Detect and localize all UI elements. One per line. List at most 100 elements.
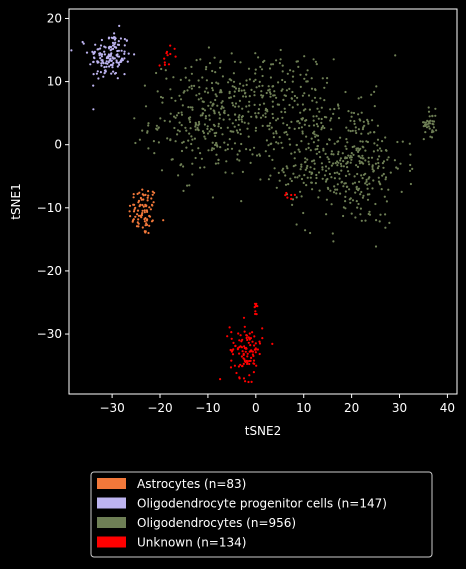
data-point bbox=[92, 108, 95, 111]
series-1-points bbox=[70, 24, 136, 111]
data-point bbox=[273, 90, 276, 93]
data-point bbox=[262, 60, 265, 64]
data-point bbox=[100, 38, 103, 42]
data-point bbox=[268, 154, 271, 158]
data-point bbox=[164, 69, 167, 72]
data-point bbox=[339, 192, 342, 195]
data-point bbox=[349, 119, 352, 122]
data-point bbox=[365, 180, 368, 183]
data-point bbox=[235, 129, 238, 132]
data-point bbox=[228, 118, 231, 121]
data-point bbox=[350, 158, 353, 161]
data-point bbox=[190, 84, 193, 87]
data-point bbox=[240, 115, 243, 119]
data-point bbox=[199, 58, 202, 61]
data-point bbox=[290, 120, 293, 123]
data-point bbox=[143, 84, 146, 87]
data-point bbox=[434, 107, 437, 110]
data-point bbox=[316, 144, 319, 148]
data-point bbox=[290, 97, 294, 100]
data-point bbox=[180, 111, 183, 114]
data-point bbox=[198, 92, 201, 95]
data-point bbox=[254, 310, 257, 313]
data-point bbox=[364, 149, 367, 152]
data-point bbox=[261, 96, 264, 99]
data-point bbox=[425, 123, 428, 126]
data-point bbox=[257, 112, 260, 115]
data-point bbox=[107, 53, 110, 56]
data-point bbox=[372, 150, 375, 153]
data-point bbox=[127, 52, 130, 55]
data-point bbox=[332, 191, 336, 194]
data-point bbox=[350, 115, 353, 118]
data-point bbox=[318, 189, 321, 192]
data-point bbox=[238, 114, 241, 117]
data-point bbox=[201, 130, 205, 133]
data-point bbox=[196, 126, 199, 130]
data-point bbox=[258, 103, 261, 106]
data-point bbox=[326, 143, 329, 146]
data-point bbox=[367, 177, 370, 180]
data-point bbox=[227, 114, 230, 117]
y-tick-label: 0 bbox=[54, 138, 62, 152]
data-point bbox=[191, 173, 194, 176]
data-point bbox=[193, 137, 196, 140]
data-point bbox=[219, 89, 222, 92]
data-point bbox=[179, 78, 182, 81]
data-point bbox=[367, 132, 370, 135]
data-point bbox=[348, 173, 351, 176]
data-point bbox=[125, 39, 128, 42]
data-point bbox=[363, 124, 366, 127]
data-point bbox=[119, 59, 122, 62]
data-point bbox=[233, 113, 237, 116]
data-point bbox=[336, 103, 340, 106]
data-point bbox=[372, 179, 375, 182]
data-point bbox=[70, 49, 73, 52]
data-point bbox=[232, 72, 235, 75]
data-point bbox=[152, 201, 155, 204]
data-point bbox=[253, 146, 256, 149]
data-point bbox=[148, 206, 151, 209]
data-point bbox=[234, 119, 237, 122]
data-point bbox=[179, 98, 183, 101]
data-point bbox=[238, 87, 241, 90]
data-point bbox=[270, 63, 273, 66]
data-point bbox=[291, 90, 294, 94]
data-point bbox=[275, 96, 278, 99]
data-point bbox=[380, 149, 383, 152]
data-point bbox=[293, 127, 296, 130]
data-point bbox=[355, 149, 358, 152]
data-point bbox=[360, 219, 363, 222]
data-point bbox=[189, 127, 192, 130]
data-point bbox=[321, 166, 324, 169]
data-point bbox=[308, 124, 311, 127]
data-point bbox=[288, 143, 292, 146]
data-point bbox=[211, 89, 214, 92]
data-point bbox=[359, 156, 362, 159]
data-point bbox=[229, 130, 232, 133]
data-point bbox=[253, 90, 256, 93]
data-point bbox=[431, 122, 434, 125]
data-point bbox=[277, 171, 280, 174]
data-point bbox=[162, 219, 165, 222]
data-point bbox=[242, 357, 245, 360]
data-point bbox=[217, 158, 220, 161]
data-point bbox=[174, 140, 177, 143]
data-point bbox=[353, 175, 356, 178]
data-point bbox=[214, 71, 217, 74]
data-point bbox=[169, 44, 172, 47]
data-point bbox=[332, 153, 335, 156]
data-point bbox=[431, 120, 434, 123]
data-point bbox=[320, 121, 323, 124]
data-point bbox=[329, 108, 332, 111]
data-point bbox=[367, 212, 370, 216]
data-point bbox=[216, 104, 219, 107]
data-point bbox=[160, 169, 164, 172]
data-point bbox=[112, 62, 115, 65]
data-point bbox=[226, 335, 229, 338]
data-point bbox=[332, 58, 335, 61]
data-point bbox=[184, 67, 187, 70]
data-point bbox=[203, 123, 206, 126]
data-point bbox=[250, 356, 253, 359]
legend-swatch bbox=[97, 497, 126, 509]
